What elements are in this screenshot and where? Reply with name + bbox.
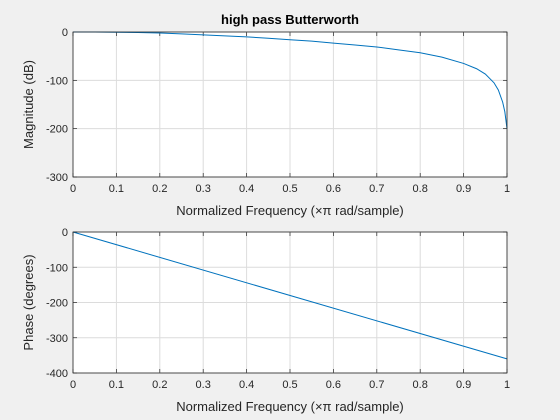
- magnitude-chart-title: high pass Butterworth: [221, 12, 359, 27]
- magnitude-x-tick-label: 0.9: [456, 183, 471, 195]
- phase-x-tick-label: 0.4: [239, 379, 254, 391]
- magnitude-x-tick-label: 0.6: [326, 183, 341, 195]
- phase-data-line: [72, 231, 508, 360]
- phase-y-tick-label: -400: [46, 368, 68, 380]
- phase-x-tick-label: 0.3: [196, 379, 211, 391]
- phase-axes-box: [72, 231, 508, 374]
- magnitude-x-tick-label: 0.3: [196, 183, 211, 195]
- magnitude-x-tick-label: 0.5: [282, 183, 297, 195]
- magnitude-plot: 0 0.1 0.2 0.3 0.4 0.5 0.6 0.7 0.8 0.9 1 0 -100 -200 -3…: [21, 12, 510, 218]
- magnitude-data-line: [72, 31, 508, 129]
- phase-x-tick-label: 0.6: [326, 379, 341, 391]
- magnitude-x-tick-label: 0.1: [109, 183, 124, 195]
- phase-plot: 0 0.1 0.2 0.3 0.4 0.5 0.6 0.7 0.8 0.9 1 0 -100 -200 -3…: [21, 227, 510, 414]
- magnitude-x-tick-label: 0.8: [413, 183, 428, 195]
- phase-y-tick-label: -300: [46, 333, 68, 345]
- phase-y-tick-label: -100: [46, 262, 68, 274]
- magnitude-x-tick-label: 0: [70, 183, 76, 195]
- magnitude-y-tick-label: -300: [46, 172, 68, 184]
- magnitude-x-tick-label: 0.2: [152, 183, 167, 195]
- phase-x-tick-label: 0.2: [152, 379, 167, 391]
- phase-y-tick-label: 0: [62, 227, 68, 239]
- phase-x-tick-label: 1: [504, 379, 510, 391]
- magnitude-y-tick-label: -200: [46, 124, 68, 136]
- magnitude-y-tick-label: 0: [62, 27, 68, 39]
- magnitude-x-tick-label: 1: [504, 183, 510, 195]
- magnitude-y-axis-label: Magnitude (dB): [21, 60, 36, 149]
- magnitude-x-tick-label: 0.7: [369, 183, 384, 195]
- magnitude-x-axis-label: Normalized Frequency (×π rad/sample): [176, 203, 404, 218]
- phase-y-axis-label: Phase (degrees): [21, 254, 36, 350]
- magnitude-axes-box: [72, 31, 508, 178]
- phase-x-tick-label: 0.5: [282, 379, 297, 391]
- phase-y-tick-label: -200: [46, 298, 68, 310]
- phase-x-axis-label: Normalized Frequency (×π rad/sample): [176, 399, 404, 414]
- phase-x-tick-label: 0.1: [109, 379, 124, 391]
- magnitude-y-tick-label: -100: [46, 75, 68, 87]
- phase-x-tick-label: 0.9: [456, 379, 471, 391]
- phase-x-tick-label: 0.7: [369, 379, 384, 391]
- phase-x-tick-label: 0: [70, 379, 76, 391]
- magnitude-x-tick-label: 0.4: [239, 183, 254, 195]
- phase-x-tick-label: 0.8: [413, 379, 428, 391]
